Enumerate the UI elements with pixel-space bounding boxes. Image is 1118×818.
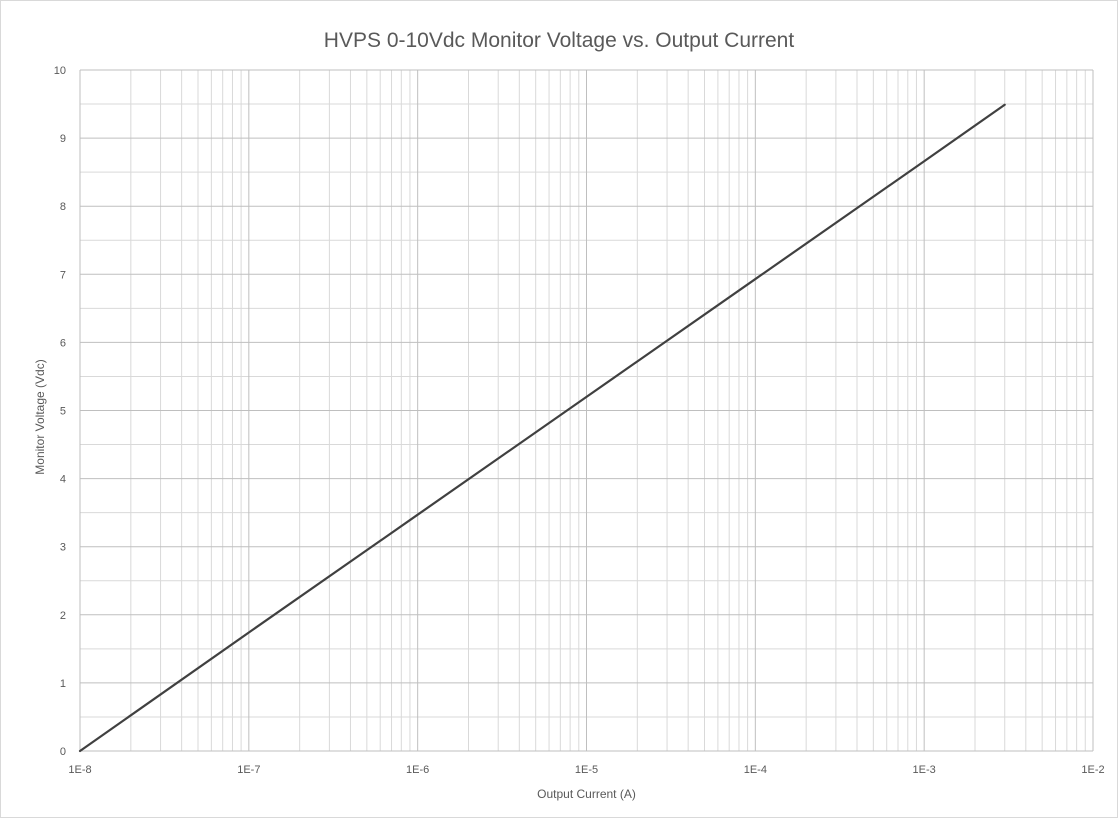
series-line — [78, 103, 1006, 753]
x-axis-title: Output Current (A) — [537, 787, 636, 801]
x-tick-label: 1E-8 — [68, 764, 91, 776]
x-tick-label: 1E-3 — [913, 764, 936, 776]
series-layer — [78, 103, 1006, 753]
y-tick-labels: 0 1 2 3 4 5 6 7 8 9 10 — [54, 65, 66, 758]
y-tick-label: 3 — [60, 542, 66, 554]
x-tick-label: 1E-6 — [406, 764, 429, 776]
y-tick-label: 6 — [60, 337, 66, 349]
y-axis-title: Monitor Voltage (Vdc) — [33, 359, 47, 475]
y-tick-label: 0 — [60, 746, 66, 758]
x-tick-label: 1E-5 — [575, 764, 598, 776]
y-tick-label: 10 — [54, 65, 66, 77]
x-tick-labels: 1E-8 1E-7 1E-6 1E-5 1E-4 1E-3 1E-2 — [68, 764, 1104, 776]
x-tick-label: 1E-2 — [1081, 764, 1104, 776]
y-tick-label: 2 — [60, 610, 66, 622]
y-tick-label: 8 — [60, 201, 66, 213]
x-tick-label: 1E-4 — [744, 764, 767, 776]
major-gridlines — [79, 69, 1094, 752]
y-tick-label: 7 — [60, 269, 66, 281]
x-tick-label: 1E-7 — [237, 764, 260, 776]
chart-title: HVPS 0-10Vdc Monitor Voltage vs. Output … — [323, 29, 795, 52]
y-tick-label: 9 — [60, 133, 66, 145]
y-tick-label: 1 — [60, 678, 66, 690]
y-tick-label: 4 — [60, 474, 66, 486]
y-tick-label: 5 — [60, 406, 66, 418]
